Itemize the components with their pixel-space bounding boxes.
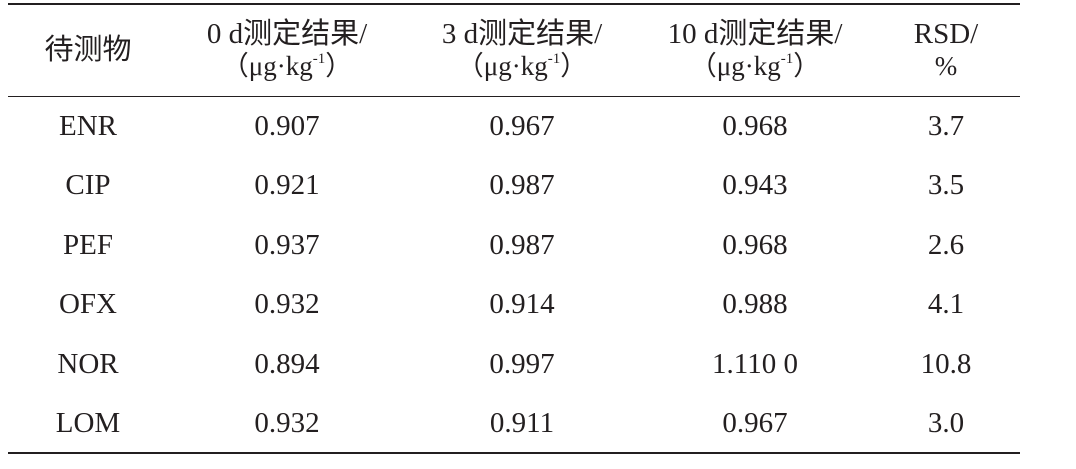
value-cell: 0.943: [722, 169, 788, 202]
value-cell: 0.988: [722, 288, 788, 321]
value-cell: 0.932: [254, 406, 320, 439]
value-cell: 0.937: [254, 228, 320, 261]
table-row: PEF 0.937 0.987 0.968 2.6: [8, 215, 1020, 275]
value-cell: 0.894: [254, 347, 320, 380]
value-cell: 1.110 0: [712, 347, 798, 380]
header-unit: %: [934, 51, 958, 82]
table-body: ENR 0.907 0.967 0.968 3.7 CIP 0.921 0.987 0.943 3…: [8, 96, 1020, 453]
value-cell: 4.1: [927, 288, 965, 321]
header-cell: 3 d测定结果/（μg·kg-1）: [406, 4, 638, 96]
analyte-cell: ENR: [59, 110, 117, 142]
analyte-cell: NOR: [57, 347, 119, 380]
value-cell: 0.967: [489, 110, 555, 142]
unit-close: ）: [325, 51, 353, 82]
header-cell: 10 d测定结果/（μg·kg-1）: [638, 4, 872, 96]
value-cell: 0.914: [489, 288, 555, 321]
header-cell: RSD/%: [872, 4, 1020, 96]
header-row: 待测物 0 d测定结果/（μg·kg-1） 3 d测定结果/（μg·kg-1） 10 …: [8, 4, 1020, 96]
unit-exponent: -1: [312, 51, 326, 68]
value-cell: 0.968: [722, 228, 788, 261]
value-cell: 10.8: [920, 347, 972, 380]
table-row: ENR 0.907 0.967 0.968 3.7: [8, 96, 1020, 156]
value-cell: 0.911: [489, 406, 555, 439]
value-cell: 2.6: [927, 228, 965, 261]
unit-text: （μg·kg: [456, 51, 548, 82]
header-unit: （μg·kg-1）: [406, 50, 638, 82]
header-text: 3 d测定结果/: [441, 18, 603, 51]
value-cell: 0.932: [254, 288, 320, 321]
header-cell: 待测物: [8, 4, 168, 96]
header-unit: （μg·kg-1）: [638, 50, 872, 82]
unit-exponent: -1: [780, 51, 794, 68]
header-text: 0 d测定结果/: [206, 18, 368, 51]
table-row: OFX 0.932 0.914 0.988 4.1: [8, 275, 1020, 335]
value-cell: 0.997: [489, 347, 555, 380]
value-cell: 3.0: [927, 406, 965, 439]
unit-close: ）: [560, 51, 588, 82]
analyte-cell: CIP: [65, 169, 111, 202]
unit-close: ）: [793, 51, 821, 82]
unit-exponent: -1: [547, 51, 561, 68]
value-cell: 3.5: [927, 169, 965, 202]
table-row: CIP 0.921 0.987 0.943 3.5: [8, 156, 1020, 216]
header-unit: （μg·kg-1）: [168, 50, 406, 82]
unit-text: （μg·kg: [689, 51, 781, 82]
analyte-cell: LOM: [55, 406, 121, 439]
table-row: NOR 0.894 0.997 1.110 0 10.8: [8, 334, 1020, 394]
data-table: 待测物 0 d测定结果/（μg·kg-1） 3 d测定结果/（μg·kg-1） 10 …: [8, 3, 1020, 454]
header-text: RSD/: [913, 18, 979, 51]
value-cell: 0.907: [254, 110, 320, 142]
header-text: 待测物: [44, 34, 132, 67]
value-cell: 3.7: [927, 110, 965, 142]
value-cell: 0.921: [254, 169, 320, 202]
value-cell: 0.987: [489, 228, 555, 261]
table-header: 待测物 0 d测定结果/（μg·kg-1） 3 d测定结果/（μg·kg-1） 10 …: [8, 4, 1020, 96]
header-text: 10 d测定结果/: [667, 18, 843, 51]
table-row: LOM 0.932 0.911 0.967 3.0: [8, 394, 1020, 453]
value-cell: 0.987: [489, 169, 555, 202]
value-cell: 0.968: [722, 110, 788, 142]
unit-text: （μg·kg: [221, 51, 313, 82]
header-cell: 0 d测定结果/（μg·kg-1）: [168, 4, 406, 96]
analyte-cell: OFX: [58, 288, 117, 321]
value-cell: 0.967: [722, 406, 788, 439]
analyte-cell: PEF: [63, 228, 113, 261]
